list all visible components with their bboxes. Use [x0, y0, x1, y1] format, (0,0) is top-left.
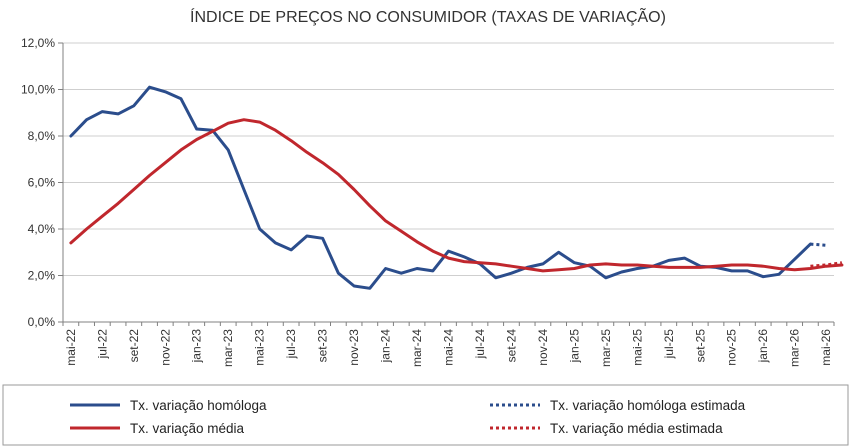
gridlines — [63, 42, 834, 323]
y-axis-ticks: 0,0% 2,0% 4,0% 6,0% 8,0% 10,0% 12,0% — [21, 36, 63, 329]
x-tick-label: jan-23 — [190, 329, 204, 364]
y-tick-label: 0,0% — [28, 315, 56, 329]
x-tick-label: mar-24 — [410, 329, 424, 367]
x-tick-label: set-23 — [316, 329, 330, 363]
x-tick-label: mar-25 — [599, 329, 613, 367]
y-tick-label: 12,0% — [21, 36, 55, 50]
legend-label: Tx. variação homóloga — [130, 398, 267, 413]
series-line — [69, 85, 812, 290]
x-tick-label: jan-24 — [379, 329, 393, 364]
series-line — [810, 261, 843, 268]
x-tick-label: set-25 — [693, 329, 707, 363]
x-tick-label: nov-23 — [347, 329, 361, 366]
x-tick-label: jul-24 — [473, 329, 487, 360]
y-tick-label: 10,0% — [21, 83, 55, 97]
legend-box — [2, 384, 849, 446]
x-tick-label: jan-25 — [567, 329, 581, 364]
x-tick-label: jul-23 — [284, 329, 298, 360]
x-tick-label: jul-22 — [95, 329, 109, 360]
x-tick-label: mai-24 — [442, 329, 456, 366]
x-tick-label: mai-23 — [253, 329, 267, 366]
y-tick-label: 6,0% — [28, 176, 56, 190]
legend-label: Tx. variação homóloga estimada — [550, 398, 746, 413]
legend: Tx. variação homóloga Tx. variação homólo… — [2, 384, 849, 446]
y-tick-label: 8,0% — [28, 129, 56, 143]
y-tick-label: 2,0% — [28, 269, 56, 283]
series-line — [69, 118, 844, 273]
legend-label: Tx. variação média estimada — [550, 421, 723, 436]
x-tick-label: jan-26 — [756, 329, 770, 364]
x-axis-ticks: mai-22 jul-22 set-22 nov-22 jan-23 mar-23 mai-… — [62, 322, 835, 367]
x-tick-label: mar-26 — [788, 329, 802, 367]
x-tick-label: nov-25 — [725, 329, 739, 366]
series-lines — [69, 85, 844, 290]
x-tick-label: nov-22 — [158, 329, 172, 366]
x-tick-label: mar-23 — [221, 329, 235, 367]
series-line — [810, 242, 827, 247]
x-tick-label: set-22 — [127, 329, 141, 363]
legend-label: Tx. variação média — [130, 421, 245, 436]
x-tick-label: nov-24 — [536, 329, 550, 366]
x-tick-label: mai-25 — [630, 329, 644, 366]
x-tick-label: jul-25 — [662, 329, 676, 360]
x-tick-label: set-24 — [504, 329, 518, 363]
x-tick-label: mai-26 — [819, 329, 833, 366]
x-tick-label: mai-22 — [64, 329, 78, 366]
y-tick-label: 4,0% — [28, 222, 56, 236]
chart-title: ÍNDICE DE PREÇOS NO CONSUMIDOR (TAXAS DE… — [190, 6, 666, 26]
